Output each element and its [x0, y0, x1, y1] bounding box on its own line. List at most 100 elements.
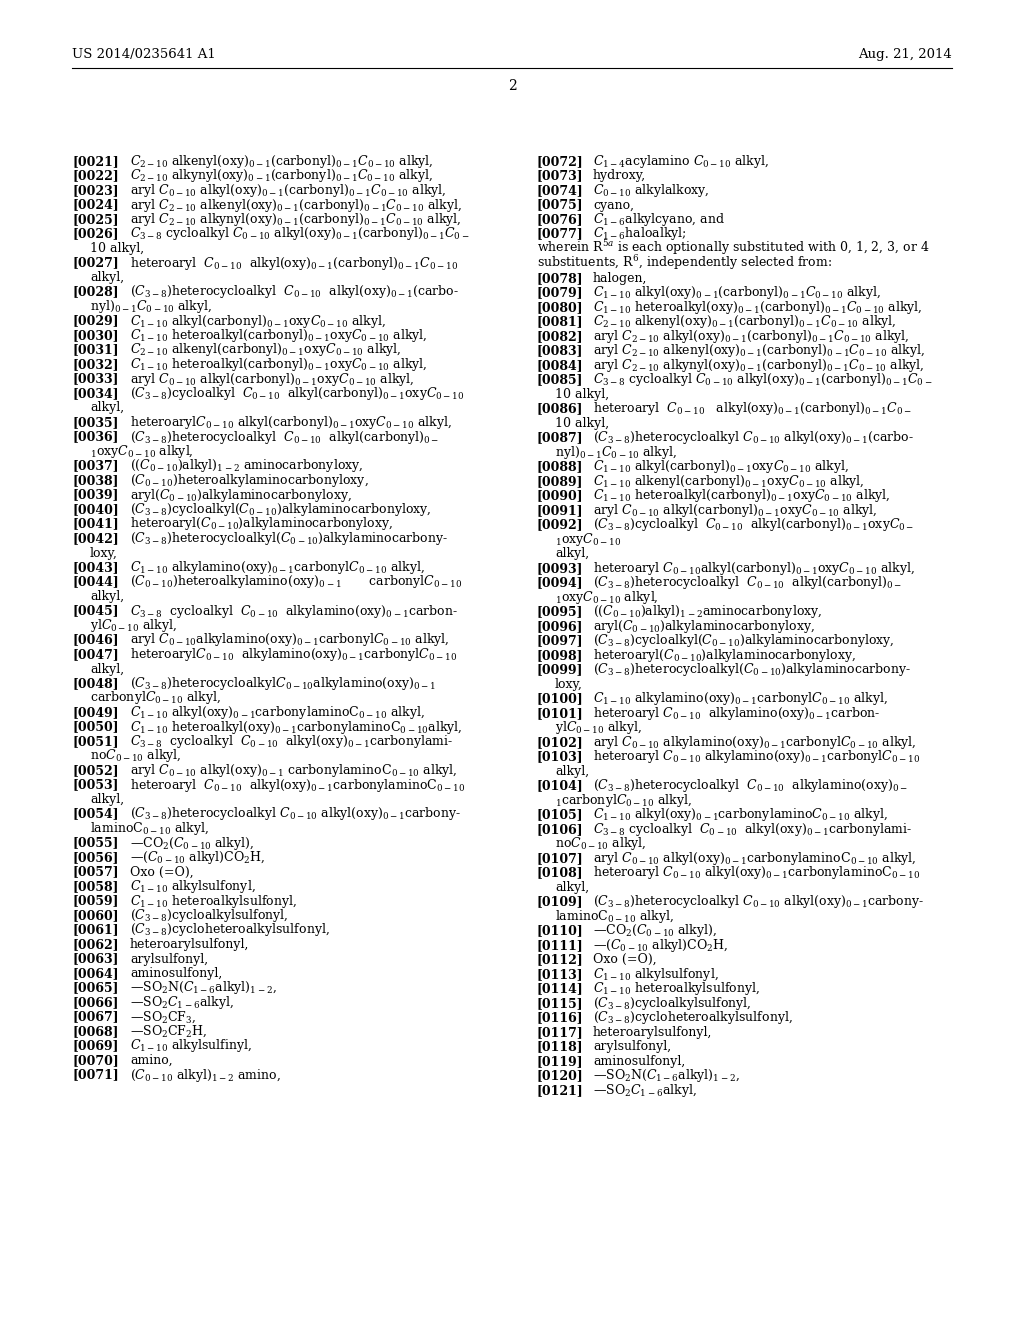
Text: aryl $C_{2-10}$ alkenyl(oxy)$_{0-1}$(carbonyl)$_{0-1}C_{0-10}$ alkyl,: aryl $C_{2-10}$ alkenyl(oxy)$_{0-1}$(car… — [130, 197, 462, 214]
Text: yl$C_{0-10}$ alkyl,: yl$C_{0-10}$ alkyl, — [90, 616, 177, 634]
Text: (($C_{0-10}$)alkyl)$_{1-2}$ aminocarbonyloxy,: (($C_{0-10}$)alkyl)$_{1-2}$ aminocarbony… — [130, 458, 364, 474]
Text: laminoC$_{0-10}$ alkyl,: laminoC$_{0-10}$ alkyl, — [90, 820, 209, 837]
Text: [0041]: [0041] — [72, 517, 119, 531]
Text: [0078]: [0078] — [537, 272, 584, 285]
Text: [0100]: [0100] — [537, 692, 584, 705]
Text: alkyl,: alkyl, — [90, 793, 124, 807]
Text: ($C_{3-8}$)cycloheteroalkylsulfonyl,: ($C_{3-8}$)cycloheteroalkylsulfonyl, — [593, 1010, 793, 1026]
Text: [0088]: [0088] — [537, 461, 584, 474]
Text: [0117]: [0117] — [537, 1026, 584, 1039]
Text: —SO$_2$CF$_2$H,: —SO$_2$CF$_2$H, — [130, 1024, 207, 1039]
Text: [0112]: [0112] — [537, 953, 584, 966]
Text: [0111]: [0111] — [537, 939, 584, 952]
Text: —SO$_2C_{1-6}$alkyl,: —SO$_2C_{1-6}$alkyl, — [130, 994, 233, 1011]
Text: heteroaryl$C_{0-10}$  alkylamino(oxy)$_{0-1}$carbonyl$C_{0-10}$: heteroaryl$C_{0-10}$ alkylamino(oxy)$_{0… — [130, 645, 457, 663]
Text: [0081]: [0081] — [537, 315, 584, 329]
Text: $C_{1-6}$alkylcyano, and: $C_{1-6}$alkylcyano, and — [593, 211, 725, 228]
Text: $C_{2-10}$ alkenyl(oxy)$_{0-1}$(carbonyl)$_{0-1}C_{0-10}$ alkyl,: $C_{2-10}$ alkenyl(oxy)$_{0-1}$(carbonyl… — [593, 313, 896, 330]
Text: [0103]: [0103] — [537, 750, 584, 763]
Text: $C_{1-10}$ heteroalkylsulfonyl,: $C_{1-10}$ heteroalkylsulfonyl, — [593, 981, 760, 997]
Text: US 2014/0235641 A1: US 2014/0235641 A1 — [72, 48, 216, 61]
Text: ($C_{3-8}$)cycloalkyl($C_{0-10}$)alkylaminocarbonyloxy,: ($C_{3-8}$)cycloalkyl($C_{0-10}$)alkylam… — [593, 632, 894, 649]
Text: $C_{1-10}$ alkylsulfonyl,: $C_{1-10}$ alkylsulfonyl, — [130, 878, 256, 895]
Text: heteroaryl $C_{0-10}$ alkyl(oxy)$_{0-1}$carbonylaminoC$_{0-10}$: heteroaryl $C_{0-10}$ alkyl(oxy)$_{0-1}$… — [593, 865, 921, 882]
Text: ($C_{3-8}$)heterocycloalkyl  $C_{0-10}$  alkyl(oxy)$_{0-1}$(carbo-: ($C_{3-8}$)heterocycloalkyl $C_{0-10}$ a… — [130, 284, 459, 301]
Text: [0095]: [0095] — [537, 606, 584, 618]
Text: [0055]: [0055] — [72, 837, 119, 850]
Text: [0092]: [0092] — [537, 519, 584, 531]
Text: [0067]: [0067] — [72, 1011, 119, 1023]
Text: [0115]: [0115] — [537, 997, 584, 1010]
Text: —SO$_2C_{1-6}$alkyl,: —SO$_2C_{1-6}$alkyl, — [593, 1081, 696, 1098]
Text: wherein R$^{5a}$ is each optionally substituted with 0, 1, 2, 3, or 4: wherein R$^{5a}$ is each optionally subs… — [537, 238, 930, 257]
Text: [0063]: [0063] — [72, 953, 119, 965]
Text: [0113]: [0113] — [537, 968, 584, 981]
Text: $C_{1-10}$ heteroalkyl(carbonyl)$_{0-1}$oxy$C_{0-10}$ alkyl,: $C_{1-10}$ heteroalkyl(carbonyl)$_{0-1}$… — [593, 487, 890, 504]
Text: [0082]: [0082] — [537, 330, 584, 343]
Text: aminosulfonyl,: aminosulfonyl, — [593, 1055, 685, 1068]
Text: arylsulfonyl,: arylsulfonyl, — [130, 953, 208, 965]
Text: $C_{3-8}$ cycloalkyl $C_{0-10}$ alkyl(oxy)$_{0-1}$(carbonyl)$_{0-1}C_{0-}$: $C_{3-8}$ cycloalkyl $C_{0-10}$ alkyl(ox… — [593, 371, 933, 388]
Text: [0054]: [0054] — [72, 808, 119, 821]
Text: aryl $C_{2-10}$ alkenyl(oxy)$_{0-1}$(carbonyl)$_{0-1}C_{0-10}$ alkyl,: aryl $C_{2-10}$ alkenyl(oxy)$_{0-1}$(car… — [593, 342, 925, 359]
Text: yl$C_{0-10}$ alkyl,: yl$C_{0-10}$ alkyl, — [555, 719, 642, 737]
Text: [0097]: [0097] — [537, 634, 584, 647]
Text: —($C_{0-10}$ alkyl)CO$_2$H,: —($C_{0-10}$ alkyl)CO$_2$H, — [593, 937, 728, 954]
Text: $C_{1-10}$ alkylamino(oxy)$_{0-1}$carbonyl$C_{0-10}$ alkyl,: $C_{1-10}$ alkylamino(oxy)$_{0-1}$carbon… — [130, 558, 425, 576]
Text: [0104]: [0104] — [537, 779, 584, 792]
Text: aryl($C_{0-10}$)alkylaminocarbonyloxy,: aryl($C_{0-10}$)alkylaminocarbonyloxy, — [130, 487, 352, 503]
Text: [0056]: [0056] — [72, 851, 119, 865]
Text: ($C_{3-8}$)heterocycloalkyl $C_{0-10}$ alkyl(oxy)$_{0-1}$(carbo-: ($C_{3-8}$)heterocycloalkyl $C_{0-10}$ a… — [593, 429, 913, 446]
Text: [0071]: [0071] — [72, 1068, 119, 1081]
Text: [0061]: [0061] — [72, 924, 119, 936]
Text: [0040]: [0040] — [72, 503, 119, 516]
Text: alkyl,: alkyl, — [90, 271, 124, 284]
Text: heteroaryl $C_{0-10}$  alkylamino(oxy)$_{0-1}$carbon-: heteroaryl $C_{0-10}$ alkylamino(oxy)$_{… — [593, 705, 881, 722]
Text: nyl)$_{0-1}C_{0-10}$ alkyl,: nyl)$_{0-1}C_{0-10}$ alkyl, — [555, 444, 677, 461]
Text: ($C_{3-8}$)heterocycloalkyl  $C_{0-10}$  alkyl(carbonyl)$_{0-}$: ($C_{3-8}$)heterocycloalkyl $C_{0-10}$ a… — [130, 429, 439, 446]
Text: amino,: amino, — [130, 1053, 173, 1067]
Text: [0070]: [0070] — [72, 1053, 119, 1067]
Text: $C_{1-6}$haloalkyl;: $C_{1-6}$haloalkyl; — [593, 226, 687, 243]
Text: [0043]: [0043] — [72, 561, 119, 574]
Text: Aug. 21, 2014: Aug. 21, 2014 — [858, 48, 952, 61]
Text: [0021]: [0021] — [72, 154, 119, 168]
Text: [0066]: [0066] — [72, 997, 119, 1008]
Text: $C_{1-10}$ heteroalkyl(oxy)$_{0-1}$(carbonyl)$_{0-1}C_{0-10}$ alkyl,: $C_{1-10}$ heteroalkyl(oxy)$_{0-1}$(carb… — [593, 298, 923, 315]
Text: [0060]: [0060] — [72, 909, 119, 921]
Text: [0093]: [0093] — [537, 562, 584, 574]
Text: [0030]: [0030] — [72, 329, 119, 342]
Text: $_{1}$oxy$C_{0-10}$ alkyl,: $_{1}$oxy$C_{0-10}$ alkyl, — [555, 589, 658, 606]
Text: $_{1}$carbonyl$C_{0-10}$ alkyl,: $_{1}$carbonyl$C_{0-10}$ alkyl, — [555, 792, 692, 809]
Text: [0064]: [0064] — [72, 968, 119, 979]
Text: [0032]: [0032] — [72, 358, 119, 371]
Text: [0116]: [0116] — [537, 1011, 584, 1024]
Text: 10 alkyl,: 10 alkyl, — [90, 242, 144, 255]
Text: aryl $C_{0-10}$ alkyl(oxy)$_{0-1}$(carbonyl)$_{0-1}C_{0-10}$ alkyl,: aryl $C_{0-10}$ alkyl(oxy)$_{0-1}$(carbo… — [130, 182, 446, 199]
Text: no$C_{0-10}$ alkyl,: no$C_{0-10}$ alkyl, — [555, 836, 646, 853]
Text: [0031]: [0031] — [72, 343, 119, 356]
Text: ($C_{3-8}$)heterocycloalkyl$C_{0-10}$alkylamino(oxy)$_{0-1}$: ($C_{3-8}$)heterocycloalkyl$C_{0-10}$alk… — [130, 675, 436, 692]
Text: [0073]: [0073] — [537, 169, 584, 182]
Text: [0108]: [0108] — [537, 866, 584, 879]
Text: [0079]: [0079] — [537, 286, 584, 300]
Text: [0106]: [0106] — [537, 822, 584, 836]
Text: alkyl,: alkyl, — [555, 880, 589, 894]
Text: 2: 2 — [508, 79, 516, 92]
Text: heteroaryl $C_{0-10}$alkyl(carbonyl)$_{0-1}$oxy$C_{0-10}$ alkyl,: heteroaryl $C_{0-10}$alkyl(carbonyl)$_{0… — [593, 560, 914, 577]
Text: [0077]: [0077] — [537, 227, 584, 240]
Text: [0110]: [0110] — [537, 924, 584, 937]
Text: —($C_{0-10}$ alkyl)CO$_2$H,: —($C_{0-10}$ alkyl)CO$_2$H, — [130, 849, 265, 866]
Text: [0044]: [0044] — [72, 576, 119, 589]
Text: [0038]: [0038] — [72, 474, 119, 487]
Text: alkyl,: alkyl, — [90, 590, 124, 603]
Text: [0059]: [0059] — [72, 895, 119, 908]
Text: $C_{1-10}$ alkyl(oxy)$_{0-1}$carbonylaminoC$_{0-10}$ alkyl,: $C_{1-10}$ alkyl(oxy)$_{0-1}$carbonylami… — [130, 704, 425, 721]
Text: [0084]: [0084] — [537, 359, 584, 372]
Text: ($C_{3-8}$)heterocycloalkyl $C_{0-10}$ alkyl(oxy)$_{0-1}$carbony-: ($C_{3-8}$)heterocycloalkyl $C_{0-10}$ a… — [593, 894, 924, 911]
Text: heteroaryl($C_{0-10}$)alkylaminocarbonyloxy,: heteroaryl($C_{0-10}$)alkylaminocarbonyl… — [130, 516, 393, 532]
Text: [0039]: [0039] — [72, 488, 119, 502]
Text: $_{1}$oxy$C_{0-10}$ alkyl,: $_{1}$oxy$C_{0-10}$ alkyl, — [90, 444, 194, 459]
Text: [0069]: [0069] — [72, 1040, 119, 1052]
Text: carbonyl$C_{0-10}$ alkyl,: carbonyl$C_{0-10}$ alkyl, — [90, 689, 221, 706]
